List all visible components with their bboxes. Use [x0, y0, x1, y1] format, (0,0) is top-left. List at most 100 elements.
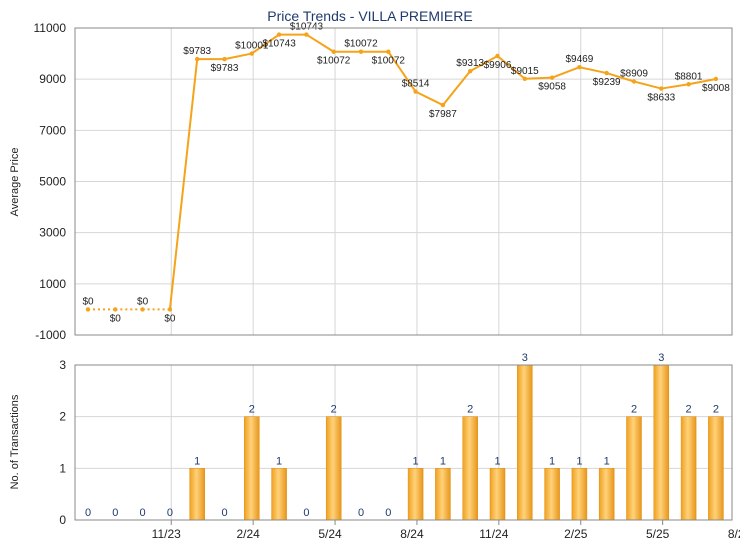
transaction-count-label: 1 — [604, 455, 610, 467]
price-point — [331, 49, 336, 54]
price-line-segment — [305, 33, 335, 53]
price-data-label: $8801 — [675, 71, 703, 82]
price-data-label: $9008 — [702, 83, 730, 94]
price-data-label: $7987 — [429, 109, 457, 120]
price-data-label: $10001 — [235, 41, 269, 52]
transaction-bars — [189, 364, 724, 521]
price-data-label: $9783 — [183, 46, 211, 57]
transaction-count-label: 0 — [167, 507, 173, 519]
price-line-segment — [387, 51, 417, 93]
price-y-ticks: -1000 1000 3000 5000 7000 9000 11000 — [34, 21, 67, 342]
price-point — [358, 49, 364, 54]
transaction-count-label: 1 — [276, 455, 282, 467]
transaction-bar — [517, 364, 533, 521]
transaction-count-label: 1 — [494, 455, 500, 467]
transaction-count-label: 2 — [331, 404, 337, 416]
transactions-y-tick-label: 3 — [59, 358, 66, 372]
price-y-tick-label: 5000 — [39, 175, 66, 189]
price-plot-frame — [74, 27, 733, 336]
price-data-label: $9313 — [456, 58, 484, 69]
transaction-count-label: 1 — [413, 455, 419, 467]
price-line-segment — [551, 66, 580, 79]
price-y-axis-label: Average Price — [9, 148, 21, 217]
price-data-label: $10743 — [262, 39, 296, 50]
transaction-count-label: 0 — [112, 507, 118, 519]
x-axis-tick-label: 8/24 — [400, 527, 424, 541]
x-axis-tick-label: 2/25 — [564, 527, 588, 541]
transaction-bar — [489, 468, 506, 521]
chart-title: Price Trends - VILLA PREMIERE — [267, 8, 472, 24]
price-point — [577, 64, 582, 70]
price-point — [659, 86, 664, 91]
price-point — [440, 102, 446, 108]
transaction-bar — [653, 364, 670, 521]
price-data-label: $9058 — [538, 82, 566, 93]
price-line-segment — [168, 59, 199, 310]
transaction-bar — [462, 416, 478, 521]
price-data-label: $10743 — [290, 22, 324, 33]
price-data-label: $8514 — [402, 79, 430, 90]
transaction-bar — [544, 468, 560, 521]
transaction-count-label: 0 — [221, 507, 227, 519]
price-y-tick-label: -1000 — [35, 328, 66, 342]
transaction-bar — [407, 468, 424, 521]
price-y-tick-label: 1000 — [39, 277, 66, 291]
price-data-labels: $0$0$0$0$9783$9783$10001$10743$10743$100… — [82, 22, 730, 325]
transaction-count-label: 1 — [549, 455, 555, 467]
transaction-bar — [626, 416, 642, 521]
transaction-count-label: 0 — [385, 507, 391, 519]
price-point — [549, 75, 555, 80]
price-data-label: $9239 — [593, 77, 621, 88]
price-y-tick-label: 7000 — [39, 123, 66, 137]
price-line-segment — [606, 72, 635, 83]
transaction-count-label: 2 — [631, 404, 637, 416]
transactions-y-tick-label: 2 — [59, 410, 66, 424]
price-data-label: $9015 — [511, 66, 539, 77]
transactions-y-tick-label: 1 — [59, 461, 66, 475]
price-point — [167, 307, 173, 312]
x-axis-ticks: 11/23 2/24 5/24 8/24 11/24 2/25 5/25 8/25 — [152, 520, 740, 541]
x-axis-tick-label: 11/23 — [152, 527, 181, 541]
price-line-segment — [633, 80, 662, 90]
x-axis-tick-label: 8/25 — [728, 527, 740, 541]
price-point — [522, 76, 527, 81]
price-point — [113, 307, 118, 312]
x-axis-tick-label: 5/25 — [646, 527, 670, 541]
price-point — [413, 89, 418, 94]
transaction-count-label: 1 — [440, 455, 446, 467]
price-point — [386, 49, 391, 54]
transactions-y-ticks: 0 1 2 3 — [59, 358, 66, 527]
transaction-count-label: 2 — [713, 404, 719, 416]
transaction-bar — [680, 416, 697, 521]
transaction-count-label: 2 — [686, 404, 692, 416]
price-y-tick-label: 9000 — [39, 72, 66, 86]
price-point — [686, 82, 691, 87]
price-point — [249, 51, 254, 56]
transaction-bar — [325, 416, 342, 521]
price-point — [713, 76, 719, 82]
transaction-count-label: 0 — [85, 507, 91, 519]
price-line-segment — [469, 55, 498, 73]
price-series — [85, 32, 719, 312]
price-point — [304, 32, 309, 37]
price-point — [604, 70, 609, 76]
price-data-label: $10072 — [317, 56, 351, 67]
transaction-count-label: 0 — [358, 507, 364, 519]
price-data-label: $8633 — [647, 93, 675, 104]
x-axis-tick-label: 11/24 — [479, 527, 508, 541]
transaction-bar — [435, 468, 451, 521]
price-line-segment — [661, 83, 689, 90]
price-data-label: $10072 — [344, 39, 378, 50]
price-data-label: $9906 — [484, 60, 512, 71]
transactions-y-tick-label: 0 — [59, 513, 66, 527]
transactions-y-axis-label: No. of Transactions — [9, 394, 21, 489]
transaction-bar — [271, 468, 287, 521]
price-point — [140, 307, 145, 312]
price-y-tick-label: 11000 — [34, 21, 67, 35]
price-line-segment — [415, 90, 444, 106]
price-point — [495, 53, 500, 59]
x-axis-tick-label: 2/24 — [236, 527, 260, 541]
price-line-segment — [251, 33, 280, 55]
